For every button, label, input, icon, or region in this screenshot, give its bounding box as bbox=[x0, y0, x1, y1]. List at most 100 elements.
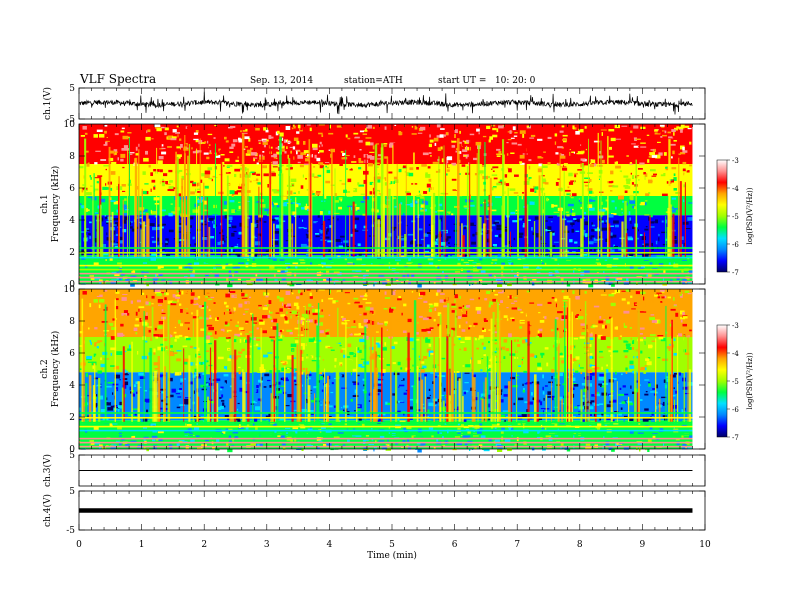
sferic-streak bbox=[404, 234, 406, 258]
sferic-streak bbox=[685, 182, 686, 258]
spectral-speckle bbox=[594, 306, 599, 308]
spectral-speckle bbox=[423, 153, 429, 156]
spectral-speckle bbox=[300, 165, 304, 168]
y-axis-label: ch.1 bbox=[40, 194, 50, 213]
transmitter-line bbox=[79, 269, 692, 271]
spectral-speckle bbox=[520, 155, 525, 159]
spectral-speckle bbox=[635, 304, 641, 305]
spectral-speckle bbox=[234, 174, 236, 177]
spectral-speckle bbox=[531, 227, 533, 231]
spectral-speckle bbox=[464, 392, 466, 395]
spectral-speckle bbox=[112, 343, 117, 345]
spectral-speckle bbox=[630, 327, 632, 329]
spectral-speckle bbox=[178, 299, 179, 302]
spectral-speckle bbox=[108, 400, 110, 402]
spectral-speckle bbox=[88, 163, 90, 165]
spectral-speckle bbox=[495, 196, 501, 198]
spectral-speckle bbox=[174, 143, 177, 146]
spectral-speckle bbox=[259, 143, 261, 144]
spectral-speckle bbox=[536, 162, 541, 164]
spectral-speckle bbox=[630, 218, 631, 221]
spectral-speckle bbox=[384, 145, 387, 147]
spectral-speckle bbox=[527, 294, 530, 296]
sferic-streak bbox=[399, 204, 401, 259]
spectral-speckle bbox=[232, 135, 234, 136]
spectral-speckle bbox=[554, 176, 558, 178]
spectral-speckle bbox=[508, 333, 512, 337]
spectral-speckle bbox=[681, 435, 683, 438]
spectral-speckle bbox=[628, 139, 634, 142]
spectral-speckle bbox=[548, 327, 551, 330]
spectral-speckle bbox=[395, 260, 401, 261]
spectral-speckle bbox=[153, 145, 159, 149]
spectral-speckle bbox=[266, 139, 268, 141]
spectral-speckle bbox=[440, 293, 445, 295]
spectral-speckle bbox=[175, 336, 179, 339]
spectral-speckle bbox=[384, 308, 388, 310]
spectral-speckle bbox=[89, 236, 91, 239]
spectral-speckle bbox=[510, 212, 515, 214]
spectral-speckle bbox=[518, 227, 523, 230]
spectral-speckle bbox=[194, 243, 196, 245]
spectral-speckle bbox=[438, 147, 442, 151]
spectral-speckle bbox=[143, 171, 146, 175]
spectral-speckle bbox=[435, 235, 437, 238]
spectral-speckle bbox=[235, 210, 236, 211]
spectral-speckle bbox=[123, 301, 129, 305]
spectral-speckle bbox=[555, 272, 559, 273]
spectral-speckle bbox=[340, 236, 345, 238]
spectral-speckle bbox=[255, 406, 260, 410]
spectral-speckle bbox=[105, 215, 106, 217]
spectral-speckle bbox=[409, 173, 414, 177]
spectral-speckle bbox=[489, 136, 493, 140]
spectral-speckle bbox=[459, 338, 461, 340]
spectral-speckle bbox=[147, 294, 150, 297]
spectral-speckle bbox=[264, 386, 267, 388]
spectral-speckle bbox=[662, 359, 668, 361]
spectral-speckle bbox=[629, 222, 630, 224]
spectral-speckle bbox=[101, 364, 106, 367]
spectral-speckle bbox=[108, 382, 114, 384]
spectral-speckle bbox=[667, 346, 672, 349]
spectral-speckle bbox=[258, 305, 262, 306]
spectral-speckle bbox=[321, 366, 325, 367]
spectral-speckle bbox=[452, 179, 457, 181]
spectral-speckle bbox=[207, 306, 208, 309]
spectral-speckle bbox=[398, 354, 402, 357]
spectral-speckle bbox=[251, 152, 257, 156]
spectral-speckle bbox=[116, 141, 119, 144]
spectral-speckle bbox=[614, 246, 618, 247]
spectral-speckle bbox=[353, 133, 358, 135]
spectral-speckle bbox=[278, 339, 283, 341]
spectral-speckle bbox=[622, 330, 627, 333]
spectral-speckle bbox=[602, 160, 605, 164]
spectral-speckle bbox=[492, 174, 498, 176]
spectral-speckle bbox=[292, 293, 294, 295]
spectral-speckle bbox=[304, 228, 307, 229]
spectral-speckle bbox=[208, 134, 213, 135]
spectral-speckle bbox=[359, 305, 363, 307]
spectral-speckle bbox=[403, 331, 407, 334]
spectral-speckle bbox=[389, 309, 393, 313]
spectral-speckle bbox=[205, 275, 209, 276]
spectral-speckle bbox=[171, 204, 173, 205]
spectral-speckle bbox=[226, 170, 228, 172]
spectral-speckle bbox=[623, 350, 628, 352]
spectral-speckle bbox=[518, 392, 523, 395]
spectral-speckle bbox=[80, 368, 82, 370]
spectral-speckle bbox=[251, 139, 254, 143]
spectral-speckle bbox=[237, 409, 238, 411]
spectral-speckle bbox=[217, 152, 219, 155]
spectral-speckle bbox=[537, 304, 542, 306]
spectral-speckle bbox=[419, 191, 420, 193]
spectral-speckle bbox=[584, 270, 590, 273]
spectral-speckle bbox=[149, 330, 151, 333]
spectral-speckle bbox=[520, 335, 523, 337]
spectral-speckle bbox=[358, 408, 361, 411]
sferic-streak bbox=[215, 144, 216, 259]
spectral-speckle bbox=[85, 133, 88, 135]
spectral-speckle bbox=[213, 268, 216, 269]
spectral-speckle bbox=[493, 244, 497, 247]
spectral-speckle bbox=[307, 189, 309, 190]
spectral-speckle bbox=[632, 347, 634, 350]
